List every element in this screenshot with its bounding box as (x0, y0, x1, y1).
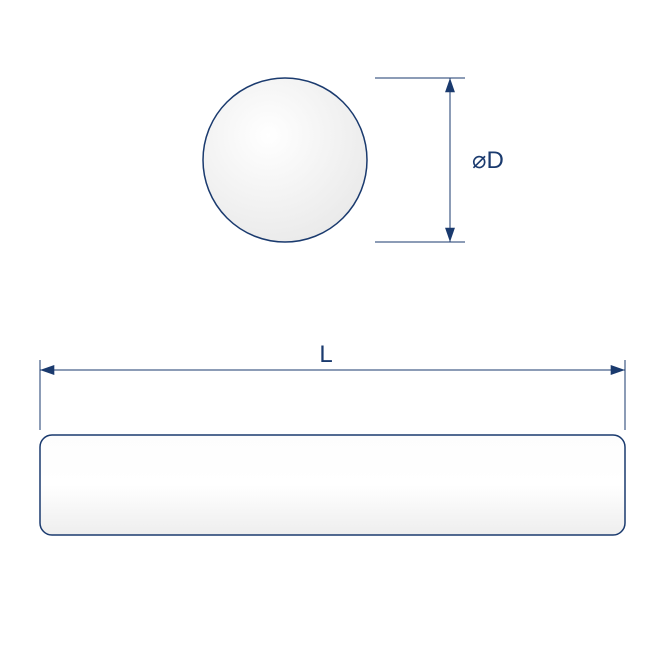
diameter-arrow-top (445, 78, 455, 92)
rod-side-view (40, 435, 625, 535)
length-arrow-right (611, 365, 625, 375)
diameter-label: ⌀D (472, 147, 504, 174)
length-arrow-left (40, 365, 54, 375)
length-label: L (319, 341, 332, 368)
rod-cross-section (203, 78, 367, 242)
diameter-arrow-bottom (445, 228, 455, 242)
